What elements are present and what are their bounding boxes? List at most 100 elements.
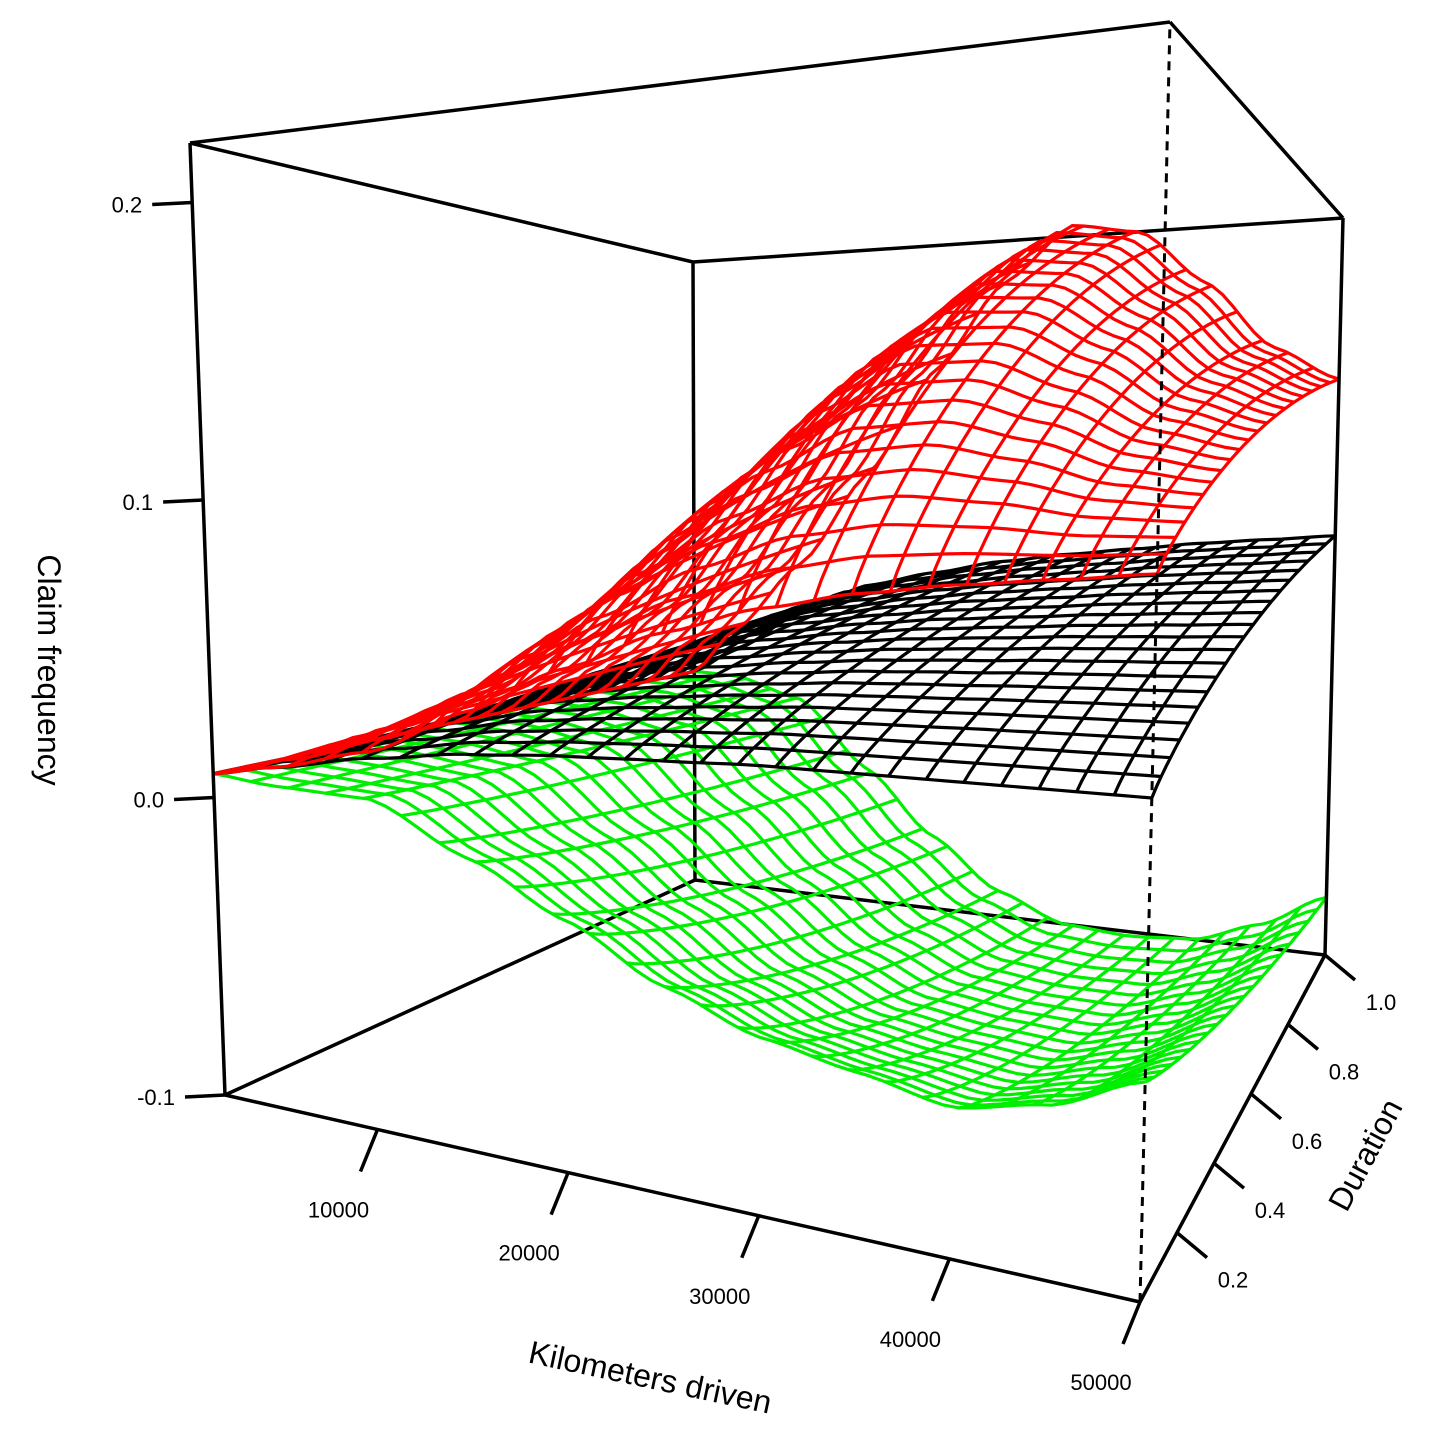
box-edge — [1168, 20, 1345, 220]
x-tick-label: 10000 — [308, 1198, 369, 1223]
surface-mesh-line — [1144, 896, 1328, 1084]
surface-mesh-line — [885, 935, 1150, 1084]
surface-mesh-line — [660, 281, 1006, 634]
z-axis-title: Claim frequency — [31, 554, 67, 785]
surface-mesh-line — [887, 545, 1157, 778]
z-tick — [152, 200, 193, 207]
surface-mesh-line — [700, 901, 1024, 1008]
surface-mesh-line — [774, 224, 1084, 608]
surface-mesh-line — [646, 680, 1309, 964]
surface-mesh-line — [1150, 534, 1337, 799]
surface-mesh-line — [1041, 338, 1264, 581]
surface-mesh-line — [1075, 537, 1285, 793]
surface-mesh-line — [1079, 351, 1289, 580]
surface-mesh-line — [1117, 366, 1315, 577]
surface-mesh-line — [510, 424, 901, 694]
surface-mesh-line — [1155, 377, 1340, 575]
surface-mesh-line — [811, 929, 1100, 1059]
surface-mesh-line — [693, 223, 1340, 673]
x-tick-label: 50000 — [1070, 1370, 1131, 1395]
surface-mesh-line — [663, 889, 999, 990]
surface-mesh-line — [1003, 310, 1238, 584]
x-tick — [549, 1171, 570, 1216]
z-tick-label: -0.1 — [137, 1085, 175, 1110]
surface-mesh-line — [547, 378, 927, 674]
box-edge — [1138, 954, 1327, 1303]
box-edge — [224, 878, 696, 1097]
surface-mesh-line — [476, 770, 873, 864]
z-tick-label: 0.1 — [123, 490, 154, 515]
y-tick-label: 0.2 — [1218, 1268, 1249, 1293]
surface-mesh-line — [995, 931, 1226, 1109]
surface-mesh-line — [585, 352, 953, 664]
box-edge — [694, 878, 1326, 957]
surface-mesh-line — [965, 284, 1213, 586]
surface-mesh-line — [586, 569, 951, 759]
y-tick-label: 1.0 — [1366, 990, 1397, 1015]
surface-mesh-line — [309, 751, 1182, 1091]
surface-mesh-line — [573, 695, 1282, 997]
surface-mesh-line — [736, 234, 1058, 614]
surface-mesh-line — [285, 716, 1180, 760]
box-edge — [1323, 217, 1345, 956]
surface-mesh-line — [1032, 924, 1251, 1107]
surface-mesh-line — [213, 752, 1152, 800]
surface-mesh-line — [438, 749, 848, 845]
x-tick — [1121, 1301, 1142, 1345]
x-tick — [740, 1215, 761, 1259]
surface-mesh-line — [285, 756, 1173, 1097]
surface-mesh-line — [694, 669, 1327, 941]
surface-mesh-line — [501, 710, 1254, 1027]
surface-mesh-line — [626, 869, 974, 966]
box-edge — [692, 216, 1344, 264]
x-tick — [930, 1258, 951, 1302]
x-tick — [358, 1128, 380, 1173]
surface-mesh-line — [381, 736, 1209, 1070]
surface-mesh-line — [811, 549, 1105, 772]
surface-mesh-line — [774, 924, 1074, 1045]
surface-mesh-line — [361, 564, 797, 754]
x-tick-label: 20000 — [499, 1241, 560, 1266]
surface-mesh-line — [472, 466, 875, 712]
surface-mesh-line — [236, 767, 1155, 1107]
surface-mesh-line — [962, 541, 1208, 784]
box-edge — [188, 142, 227, 1096]
z-tick-label: 0.0 — [133, 788, 164, 813]
surface-mesh-line — [1112, 535, 1311, 796]
surface-mesh-line — [213, 572, 1158, 776]
x-tick-label: 40000 — [880, 1327, 941, 1352]
surface-mesh-line — [357, 741, 1200, 1078]
surface-mesh-line — [261, 761, 1164, 1102]
surface-mesh-line — [363, 696, 797, 800]
surface-mesh-line — [1107, 905, 1303, 1092]
z-tick — [173, 795, 215, 802]
surface-mesh-line — [848, 933, 1125, 1072]
surface-mesh-line — [250, 672, 721, 784]
axes: -0.1 0.0 0.1 0.2 10000 20000 30000 40000 50000 0.… — [112, 193, 1397, 1396]
surface-mesh-line — [212, 772, 1146, 1110]
surface-mesh-line — [888, 243, 1162, 592]
z-tick-label: 0.2 — [112, 193, 143, 218]
z-tick — [184, 1093, 226, 1099]
surface-mesh-line — [324, 591, 772, 761]
y-tick — [1323, 953, 1357, 982]
surface-mesh-line — [670, 674, 1318, 953]
surface-mesh-line — [405, 731, 1218, 1062]
surface-mesh-line — [924, 543, 1182, 781]
surface-mesh-line — [597, 690, 1291, 987]
y-tick-label: 0.4 — [1255, 1198, 1286, 1223]
box-edge-hidden — [1138, 21, 1172, 1303]
y-axis-title: Duration — [1321, 1093, 1410, 1217]
surface-mesh-line — [453, 721, 1236, 1045]
surface-mesh-line — [926, 268, 1187, 588]
y-tick-label: 0.6 — [1292, 1129, 1323, 1154]
surface-mesh-line — [698, 260, 1032, 625]
surface-mesh-line — [922, 936, 1175, 1099]
surface-mesh-line — [333, 746, 1191, 1085]
box-edge — [189, 20, 1171, 145]
surface-mesh-line — [958, 937, 1201, 1110]
surface-mesh-line — [588, 844, 949, 936]
surface-mesh-line — [1037, 538, 1260, 790]
surface-mesh-line — [622, 685, 1300, 976]
